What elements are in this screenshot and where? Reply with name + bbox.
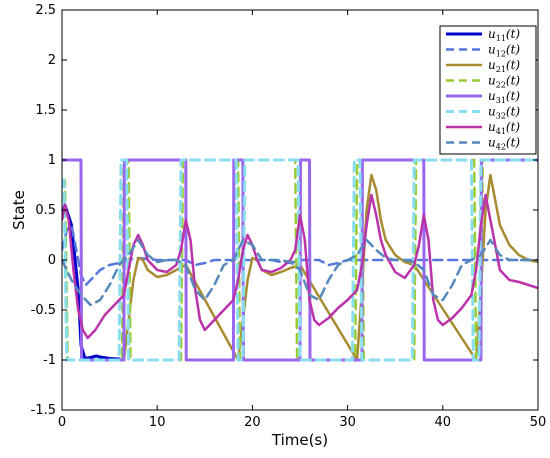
legend-label: u21(t) [488,58,520,74]
x-axis-ticks: 0 10 20 30 40 50 [58,10,546,430]
legend-label: u42(t) [488,136,520,152]
y-tick-label: 2 [48,53,56,68]
series-line-u42 [62,238,538,307]
series-layer [62,158,538,362]
x-tick-label: 10 [149,415,166,430]
series-line-u32 [62,158,538,362]
y-axis-ticks: -1.5 -1 -0.5 0 0.5 1 1.5 2 2.5 [31,3,538,418]
x-tick-label: 20 [244,415,261,430]
y-tick-label: 1.5 [35,103,56,118]
y-tick-label: 1 [48,153,56,168]
legend: u11(t)u12(t)u21(t)u22(t)u31(t)u32(t)u41(… [439,25,537,155]
legend-label: u41(t) [488,120,520,136]
y-tick-label: 0.5 [35,203,56,218]
y-tick-label: -0.5 [31,303,56,318]
x-tick-label: 50 [530,415,547,430]
y-axis-label: State [10,190,28,230]
y-tick-label: 2.5 [35,3,56,18]
x-tick-label: 0 [58,415,66,430]
legend-label: u11(t) [488,27,520,43]
series-line-u21 [122,173,538,362]
legend-label: u31(t) [488,89,520,105]
legend-label: u32(t) [488,105,520,121]
legend-label: u22(t) [488,74,520,90]
y-tick-label: -1.5 [31,403,56,418]
y-tick-label: 0 [48,253,56,268]
x-tick-label: 40 [435,415,452,430]
series-line-u41 [62,193,538,340]
y-tick-label: -1 [43,353,56,368]
x-tick-label: 30 [339,415,356,430]
legend-label: u12(t) [488,43,520,59]
legend-box [439,25,537,155]
x-axis-label: Time(s) [271,431,328,449]
series-line-u11 [62,203,121,361]
